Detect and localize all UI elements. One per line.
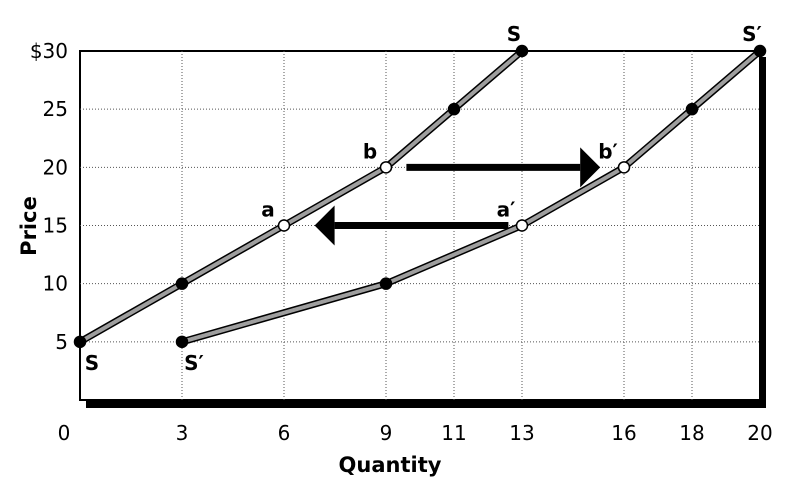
curves [76, 47, 764, 346]
point-label: a′ [497, 198, 516, 222]
data-point [175, 335, 189, 349]
data-point [175, 277, 189, 290]
x-tick-label: 9 [380, 421, 393, 445]
x-tick-label: 18 [679, 421, 704, 445]
y-tick-label: 10 [43, 272, 68, 296]
data-point [515, 219, 529, 232]
data-point [447, 102, 461, 116]
series-start-label: S [85, 351, 99, 375]
y-tick-label: 20 [43, 155, 68, 179]
series-end-label: S [507, 22, 521, 46]
data-point [379, 161, 393, 174]
point-label: b [363, 139, 377, 163]
x-tick-label: 16 [611, 421, 636, 445]
data-point [379, 277, 393, 290]
arrow-head [314, 205, 335, 246]
labels: a b S Sa′ b′ S′ S′ [85, 22, 762, 375]
x-axis-ticks: 0 3 6 9 11 13 16 18 20 [58, 421, 773, 445]
arrow-head [580, 147, 601, 188]
x-tick-label: 6 [278, 421, 291, 445]
data-point [515, 44, 529, 58]
series-line [78, 49, 524, 344]
y-axis-title: Price [17, 196, 41, 256]
point-label: a [261, 198, 275, 222]
x-tick-label: 11 [441, 421, 466, 445]
data-point [685, 102, 699, 116]
x-tick-label: 0 [58, 421, 71, 445]
points [73, 44, 767, 349]
x-tick-label: 13 [509, 421, 534, 445]
y-axis-ticks: 5 10 15 20 25 $30 [30, 39, 68, 354]
y-tick-label: 15 [43, 214, 68, 238]
y-tick-label: 25 [43, 97, 68, 121]
y-tick-label: $30 [30, 39, 68, 63]
series-line [180, 49, 762, 344]
y-tick-label: 5 [55, 330, 68, 354]
data-point [277, 219, 291, 232]
data-point [753, 44, 767, 58]
point-label: b′ [598, 139, 618, 163]
arrows [314, 147, 601, 246]
x-tick-label: 3 [176, 421, 189, 445]
x-axis-title: Quantity [339, 453, 442, 477]
x-tick-label: 20 [747, 421, 772, 445]
data-point [617, 161, 631, 174]
data-point [73, 335, 87, 349]
series-start-label: S′ [184, 351, 204, 375]
series-end-label: S′ [742, 22, 762, 46]
